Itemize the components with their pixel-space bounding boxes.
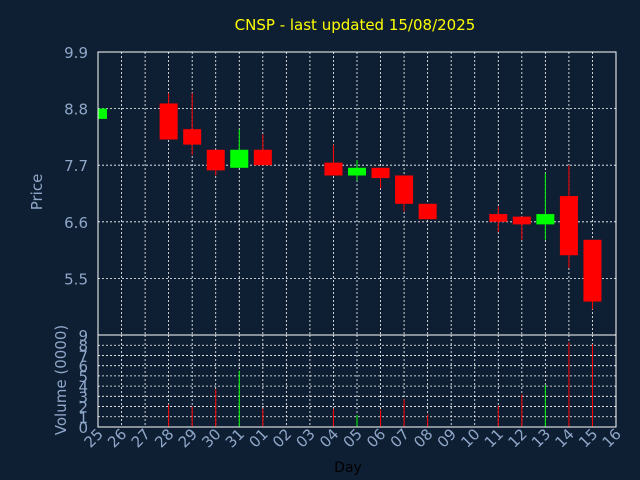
volume-axis-label: Volume (0000): [52, 325, 70, 435]
volume-tick-label: 7: [78, 347, 88, 365]
volume-panel-frame: [97, 334, 617, 428]
volume-tick-label: 3: [78, 388, 88, 406]
price-tick-label: 5.5: [64, 270, 88, 288]
candle-body: [583, 239, 602, 302]
volume-tick-label: 6: [78, 358, 88, 376]
candle-body: [324, 162, 343, 176]
candle-body: [559, 196, 578, 256]
candle-body: [183, 129, 202, 145]
candle-body: [98, 108, 107, 119]
candle-body: [206, 149, 225, 171]
price-axis-label: Price: [28, 174, 46, 211]
candles: [97, 93, 602, 310]
price-tick-label: 9.9: [64, 44, 88, 62]
candle-body: [395, 175, 414, 204]
x-axis-label: Day: [334, 460, 362, 476]
candle-body: [371, 167, 390, 179]
volume-tick-label: 0: [78, 419, 88, 437]
chart-title: CNSP - last updated 15/08/2025: [235, 16, 476, 34]
price-tick-label: 7.7: [64, 157, 88, 175]
volume-tick-label: 8: [78, 337, 88, 355]
candle-body: [230, 149, 249, 168]
volume-bars: [168, 342, 593, 427]
candle-body: [489, 214, 508, 222]
price-tick-label: 8.8: [64, 101, 88, 119]
candle-body: [348, 167, 366, 176]
candle-body: [159, 103, 178, 140]
volume-tick-label: 9: [78, 327, 88, 345]
candle-body: [536, 214, 555, 225]
volume-tick-label: 4: [78, 378, 88, 396]
volume-tick-label: 1: [78, 409, 88, 427]
volume-tick-label: 5: [78, 368, 88, 386]
volume-tick-label: 2: [78, 399, 88, 417]
candle-body: [512, 216, 531, 225]
price-tick-label: 6.6: [64, 214, 88, 232]
candle-body: [418, 203, 437, 220]
candle-body: [253, 149, 272, 166]
